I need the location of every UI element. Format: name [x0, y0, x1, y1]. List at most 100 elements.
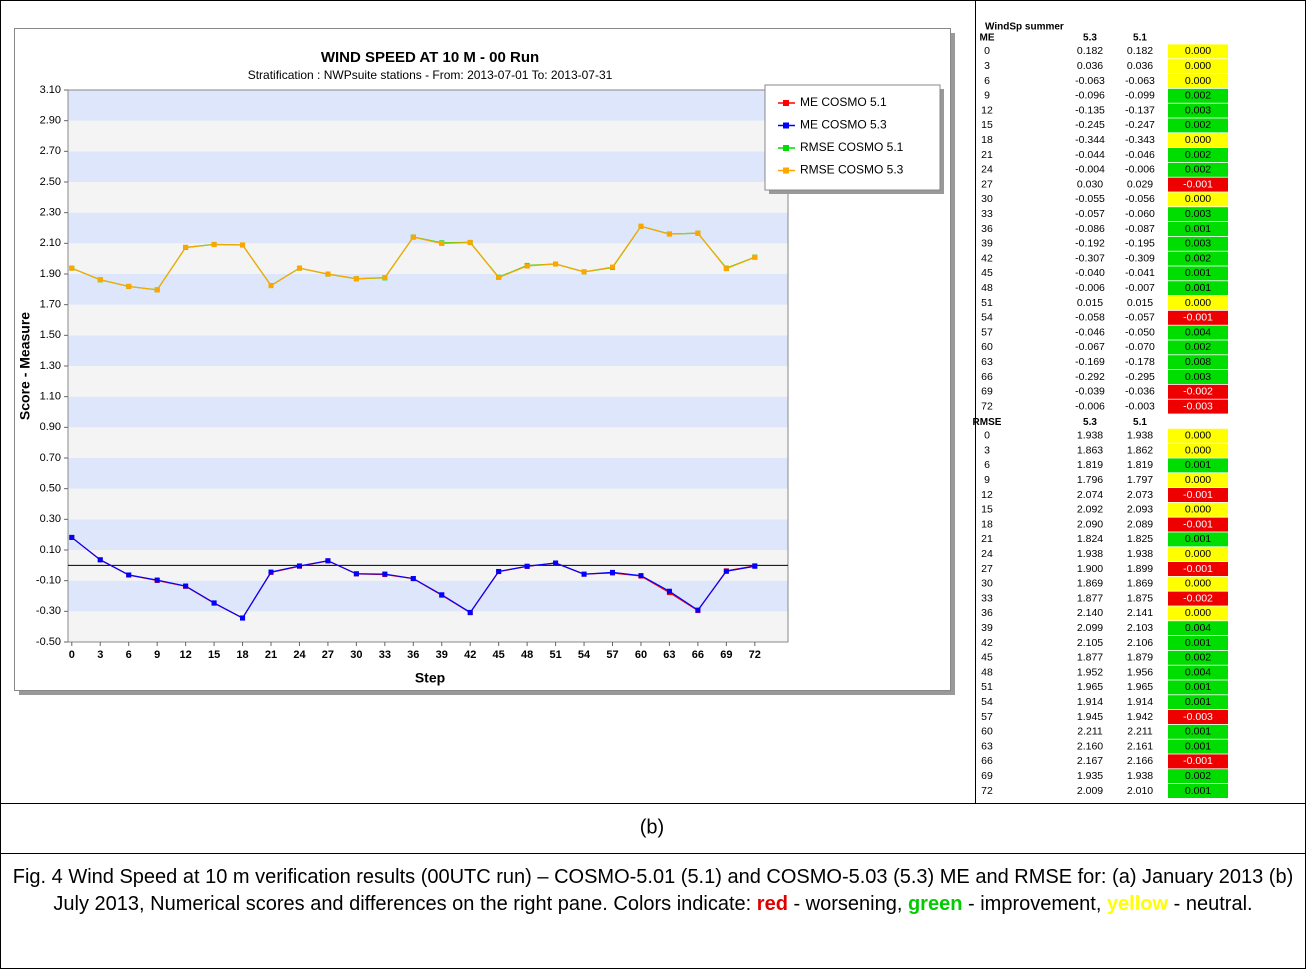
x-tick-label: 54 [578, 649, 591, 661]
table-cell: -0.343 [1125, 134, 1155, 146]
series-marker [695, 230, 701, 236]
table-cell: 2.211 [1127, 726, 1153, 738]
table-cell: -0.050 [1125, 326, 1155, 338]
series-marker [723, 266, 729, 272]
y-tick-label: 2.10 [40, 237, 61, 249]
table-cell: 27 [981, 178, 993, 190]
table-cell: 0.000 [1185, 60, 1211, 72]
series-marker [581, 571, 587, 577]
x-tick-label: 33 [379, 649, 391, 661]
table-cell: -0.135 [1075, 104, 1105, 116]
panel-label: (b) [640, 816, 664, 838]
diff-cell [1168, 458, 1228, 473]
diff-cell [1168, 724, 1228, 739]
diff-cell [1168, 59, 1228, 74]
diff-cell [1168, 665, 1228, 680]
table-cell: -0.001 [1183, 518, 1213, 530]
table-cell: 2.074 [1077, 489, 1103, 501]
diff-cell [1168, 74, 1228, 88]
table-cell: 0.003 [1185, 371, 1211, 383]
diff-cell [1168, 532, 1228, 547]
table-cell: 24 [981, 164, 993, 176]
table-cell: -0.057 [1125, 312, 1155, 324]
table-header: 5.1 [1133, 417, 1147, 428]
table-cell: -0.036 [1125, 386, 1155, 398]
table-cell: 60 [981, 341, 993, 353]
table-cell: 0.002 [1185, 770, 1211, 782]
caption: Fig. 4 Wind Speed at 10 m verification r… [1, 854, 1305, 968]
series-marker [638, 223, 644, 229]
table-cell: -0.007 [1125, 282, 1155, 294]
table-cell: 0.004 [1185, 326, 1211, 338]
series-marker [296, 265, 302, 271]
table-cell: -0.070 [1125, 341, 1155, 353]
table-cell: 2.167 [1077, 755, 1103, 767]
table-cell: 0.001 [1185, 681, 1211, 693]
x-tick-label: 45 [493, 649, 505, 661]
series-marker [410, 234, 416, 240]
table-cell: -0.292 [1075, 371, 1105, 383]
table-cell: 2.166 [1127, 755, 1153, 767]
plot-band [68, 366, 788, 397]
table-cell: 1.914 [1077, 696, 1103, 708]
table-cell: 0.003 [1185, 238, 1211, 250]
table-cell: 69 [981, 770, 993, 782]
series-marker [126, 572, 132, 578]
table-cell: 3 [984, 444, 990, 456]
table-cell: 30 [981, 193, 993, 205]
table-cell: -0.245 [1075, 119, 1105, 131]
series-marker [638, 573, 644, 579]
table-cell: 1.824 [1077, 533, 1103, 545]
table-cell: 54 [981, 312, 993, 324]
table-cell: 2.010 [1127, 785, 1153, 797]
table-cell: 0.000 [1185, 430, 1211, 442]
diff-cell [1168, 281, 1228, 296]
table-cell: 0.000 [1185, 548, 1211, 560]
table-cell: -0.044 [1075, 149, 1105, 161]
diff-cell [1168, 251, 1228, 266]
table-cell: 0.004 [1185, 666, 1211, 678]
table-cell: -0.137 [1125, 104, 1155, 116]
table-cell: 2.161 [1127, 740, 1153, 752]
table-cell: -0.006 [1075, 282, 1105, 294]
table-cell: 60 [981, 726, 993, 738]
table-cell: -0.001 [1183, 178, 1213, 190]
table-cell: 1.945 [1077, 711, 1103, 723]
series-marker [296, 563, 302, 569]
table-cell: 1.899 [1127, 563, 1153, 575]
table-cell: 1.879 [1127, 652, 1153, 664]
table-cell: 63 [981, 740, 993, 752]
plot-band [68, 243, 788, 274]
y-axis-label: Score - Measure [17, 312, 33, 420]
table-cell: 15 [981, 504, 993, 516]
table-cell: 0.029 [1127, 178, 1153, 190]
diff-cell [1168, 399, 1228, 414]
diff-cell [1168, 428, 1228, 443]
table-cell: -0.001 [1183, 312, 1213, 324]
plot-band [68, 304, 788, 336]
series-marker [695, 607, 701, 613]
table-cell: -0.058 [1075, 312, 1105, 324]
table-cell: 36 [981, 223, 993, 235]
series-marker [752, 254, 758, 260]
table-cell: 2.160 [1077, 740, 1103, 752]
table-cell: 9 [984, 90, 990, 102]
table-cell: 1.942 [1127, 711, 1153, 723]
table-cell: 0.036 [1077, 60, 1103, 72]
x-tick-label: 6 [126, 649, 132, 661]
diff-cell [1168, 266, 1228, 281]
table-cell: 66 [981, 371, 993, 383]
table-cell: 1.938 [1127, 430, 1153, 442]
table-title: WindSp summer [985, 22, 1064, 33]
table-cell: 1.938 [1127, 548, 1153, 560]
y-tick-label: 1.30 [40, 360, 61, 372]
series-marker [752, 563, 758, 569]
y-tick-label: 2.70 [40, 145, 61, 157]
x-tick-label: 51 [549, 649, 561, 661]
table-cell: 48 [981, 666, 993, 678]
table-cell: 0.002 [1185, 149, 1211, 161]
table-cell: 33 [981, 208, 993, 220]
table-cell: -0.067 [1075, 341, 1105, 353]
diff-cell [1168, 650, 1228, 665]
series-marker [524, 263, 530, 269]
